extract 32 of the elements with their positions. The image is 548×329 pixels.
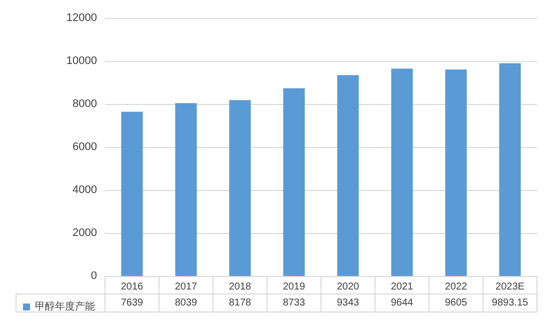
data-label: 7639	[120, 298, 144, 308]
bar	[499, 63, 521, 276]
bar	[229, 100, 251, 276]
legend-label: 甲醇年度产能	[35, 300, 95, 312]
y-tick-label: 4000	[72, 184, 97, 196]
y-tick-label: 12000	[66, 12, 97, 24]
x-tick-label: 2019	[282, 282, 306, 292]
data-label: 9605	[444, 298, 468, 308]
x-tick-label: 2020	[336, 282, 360, 292]
x-tick-label: 2016	[120, 282, 144, 292]
data-label: 8733	[282, 298, 306, 308]
data-label: 8039	[174, 298, 198, 308]
data-label: 9343	[336, 298, 360, 308]
bar	[283, 88, 305, 276]
data-label: 9644	[390, 298, 414, 308]
data-label: 8178	[228, 298, 252, 308]
x-tick-label: 2017	[174, 282, 198, 292]
bar	[337, 75, 359, 276]
y-tick-label: 0	[90, 270, 97, 282]
data-label: 9893.15	[492, 298, 529, 308]
y-tick-label: 2000	[72, 227, 97, 239]
x-tick-label: 2022	[444, 282, 468, 292]
bar	[121, 112, 143, 276]
y-tick-label: 10000	[66, 55, 97, 67]
x-tick-label: 2023E	[496, 282, 525, 292]
bar	[445, 69, 467, 276]
y-tick-label: 6000	[72, 141, 97, 153]
y-tick-label: 8000	[72, 98, 97, 110]
x-tick-label: 2021	[390, 282, 414, 292]
x-tick-label: 2018	[228, 282, 252, 292]
bar	[175, 103, 197, 276]
bar	[391, 68, 413, 276]
